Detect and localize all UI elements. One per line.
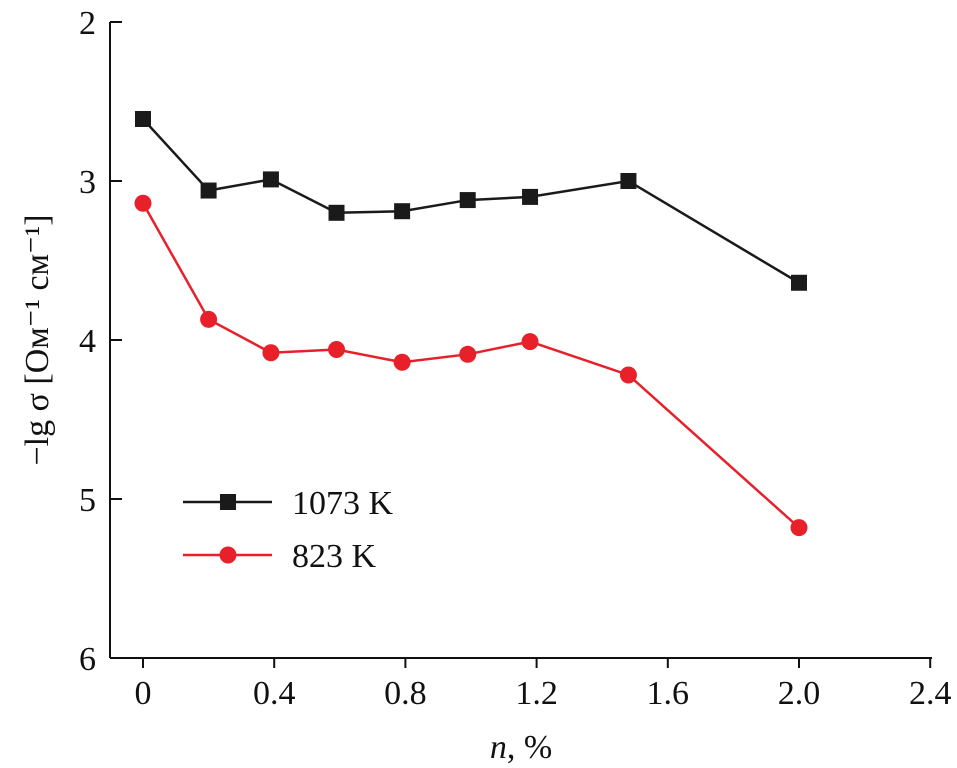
legend-label: 823 K	[292, 538, 377, 575]
data-point	[790, 519, 808, 537]
y-tick-label: 4	[79, 323, 96, 360]
series-line	[141, 202, 800, 529]
legend-item: 1073 K	[183, 485, 394, 522]
y-axis-label: −lg σ [Ом⁻¹ см⁻¹]	[19, 214, 56, 465]
data-point	[200, 310, 218, 328]
legend-marker	[220, 494, 236, 510]
data-point	[619, 366, 637, 384]
x-tick-label: 0	[135, 675, 152, 712]
data-point	[393, 353, 411, 371]
x-tick-label: 0.8	[384, 675, 427, 712]
data-point	[262, 344, 280, 362]
y-tick-label: 2	[79, 5, 96, 42]
legend: 1073 K 823 K	[183, 485, 394, 575]
legend-label: 1073 K	[292, 485, 394, 522]
data-point	[134, 194, 152, 212]
data-point	[394, 203, 411, 220]
x-tick-label: 1.6	[647, 675, 690, 712]
data-point	[521, 333, 539, 351]
series-1	[134, 194, 808, 537]
data-point	[200, 182, 217, 199]
x-tick-label: 0.4	[253, 675, 296, 712]
data-point	[522, 188, 539, 205]
x-tick-label: 1.2	[515, 675, 558, 712]
legend-item: 823 K	[183, 538, 377, 575]
x-axis-label: n, %	[490, 729, 552, 766]
y-tick-label: 5	[79, 482, 96, 519]
data-point	[262, 171, 279, 188]
data-point	[135, 110, 151, 127]
x-tick-label: 2.4	[909, 675, 952, 712]
data-point	[328, 341, 346, 359]
data-point	[459, 192, 476, 209]
data-point	[620, 173, 637, 189]
legend-marker	[219, 546, 237, 564]
data-point	[328, 204, 345, 221]
y-tick-label: 3	[79, 164, 96, 201]
data-point	[459, 345, 477, 363]
x-tick-label: 2.0	[778, 675, 821, 712]
axes: 2 3 4 5 6 0 0.4 0.8 1.2 1.6 2.0 2.4	[79, 5, 951, 712]
series-layer	[134, 110, 808, 537]
series-0	[135, 110, 807, 291]
y-tick-label: 6	[79, 641, 96, 678]
data-point	[791, 274, 807, 291]
